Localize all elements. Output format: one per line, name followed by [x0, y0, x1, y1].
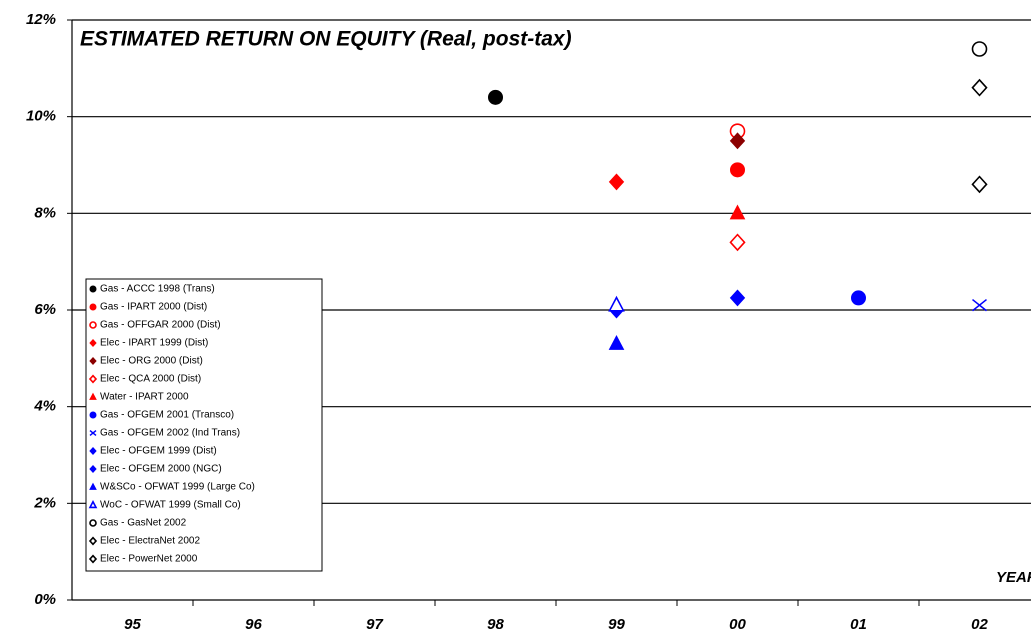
x-tick-label: 01 [850, 616, 867, 633]
legend-label: Elec - QCA 2000 (Dist) [100, 374, 201, 385]
legend: Gas - ACCC 1998 (Trans) Gas - IPART 2000 … [85, 278, 323, 572]
legend-marker [89, 464, 97, 474]
y-tick-label: 8% [34, 204, 56, 221]
chart-title: ESTIMATED RETURN ON EQUITY (Real, post-t… [80, 28, 572, 51]
x-tick-label: 97 [366, 616, 383, 633]
legend-marker [89, 392, 97, 400]
legend-marker [88, 499, 98, 509]
legend-marker [88, 536, 98, 546]
legend-marker [89, 356, 97, 366]
point [729, 132, 746, 150]
x-tick-label: 02 [971, 616, 988, 633]
point [729, 289, 746, 307]
legend-label: Elec - IPART 1999 (Dist) [100, 338, 208, 349]
legend-label: Elec - ElectraNet 2002 [100, 536, 200, 547]
legend-label: W&SCo - OFWAT 1999 (Large Co) [100, 482, 255, 493]
point [971, 41, 988, 57]
legend-label: Elec - OFGEM 2000 (NGC) [100, 464, 222, 475]
y-tick-label: 4% [33, 398, 56, 415]
legend-marker [89, 338, 97, 348]
point [729, 204, 746, 220]
legend-marker [89, 303, 97, 311]
legend-label: Elec - PowerNet 2000 [100, 554, 198, 565]
point [729, 233, 746, 252]
point [608, 295, 625, 312]
legend-marker [88, 374, 98, 384]
legend-marker [89, 285, 97, 293]
x-tick-label: 95 [124, 616, 141, 633]
legend-label: Gas - OFGEM 2001 (Transco) [100, 410, 234, 421]
point [971, 175, 988, 194]
x-tick-label: 96 [245, 616, 262, 633]
legend-marker [88, 554, 98, 564]
x-axis-label: YEAR [996, 569, 1031, 586]
y-tick-label: 0% [34, 591, 56, 608]
legend-marker [89, 482, 97, 490]
y-tick-label: 2% [33, 494, 56, 511]
point [851, 290, 866, 306]
legend-label: Gas - IPART 2000 (Dist) [100, 302, 207, 313]
point [488, 89, 503, 105]
legend-marker [89, 446, 97, 456]
point [608, 173, 625, 191]
point [971, 78, 988, 97]
legend-label: Gas - OFGEM 2002 (Ind Trans) [100, 428, 240, 439]
legend-marker [89, 430, 97, 436]
x-tick-label: 00 [729, 616, 746, 633]
legend-label: Elec - ORG 2000 (Dist) [100, 356, 203, 367]
x-tick-label: 98 [487, 616, 504, 633]
point [608, 335, 625, 350]
legend-label: Water - IPART 2000 [100, 392, 189, 403]
legend-marker [89, 411, 97, 419]
y-tick-label: 10% [26, 108, 56, 125]
point [730, 162, 745, 178]
legend-label: Gas - GasNet 2002 [100, 518, 187, 529]
legend-marker [89, 519, 97, 527]
legend-label: Gas - OFFGAR 2000 (Dist) [100, 320, 221, 331]
legend-label: Gas - ACCC 1998 (Trans) [100, 284, 215, 295]
legend-label: Elec - OFGEM 1999 (Dist) [100, 446, 217, 457]
legend-box [85, 278, 323, 572]
y-tick-label: 6% [34, 301, 56, 318]
legend-label: WoC - OFWAT 1999 (Small Co) [100, 500, 241, 511]
legend-marker [89, 321, 97, 329]
point [972, 298, 987, 312]
x-tick-label: 99 [608, 616, 625, 633]
y-tick-label: 12% [26, 11, 56, 28]
